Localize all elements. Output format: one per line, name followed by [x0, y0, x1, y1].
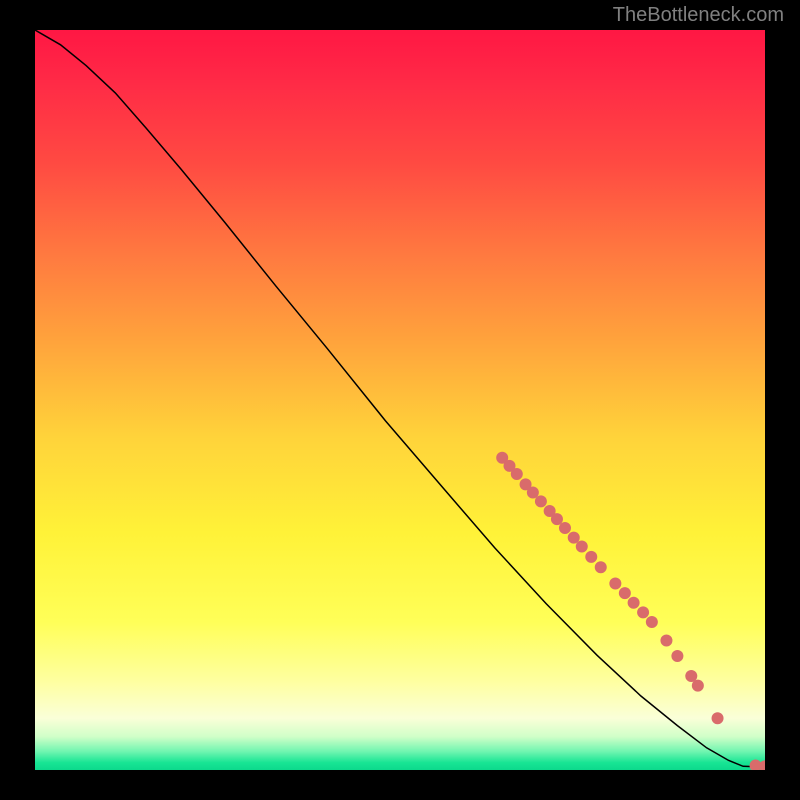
watermark-text: TheBottleneck.com: [613, 4, 784, 27]
chart-overlay: [35, 30, 765, 770]
chart-marker: [671, 650, 683, 662]
chart-marker: [535, 495, 547, 507]
chart-marker: [585, 551, 597, 563]
chart-marker: [619, 587, 631, 599]
chart-marker: [692, 680, 704, 692]
chart-plot-area: [35, 30, 765, 770]
chart-marker: [527, 487, 539, 499]
chart-marker: [511, 468, 523, 480]
chart-marker: [712, 712, 724, 724]
chart-marker: [660, 635, 672, 647]
chart-markers: [496, 452, 765, 770]
chart-marker: [646, 616, 658, 628]
chart-marker: [551, 513, 563, 525]
chart-marker: [637, 606, 649, 618]
chart-marker: [559, 522, 571, 534]
chart-marker: [568, 532, 580, 544]
chart-marker: [628, 597, 640, 609]
chart-marker: [576, 541, 588, 553]
chart-curve: [35, 30, 765, 767]
chart-marker: [609, 578, 621, 590]
chart-marker: [595, 561, 607, 573]
